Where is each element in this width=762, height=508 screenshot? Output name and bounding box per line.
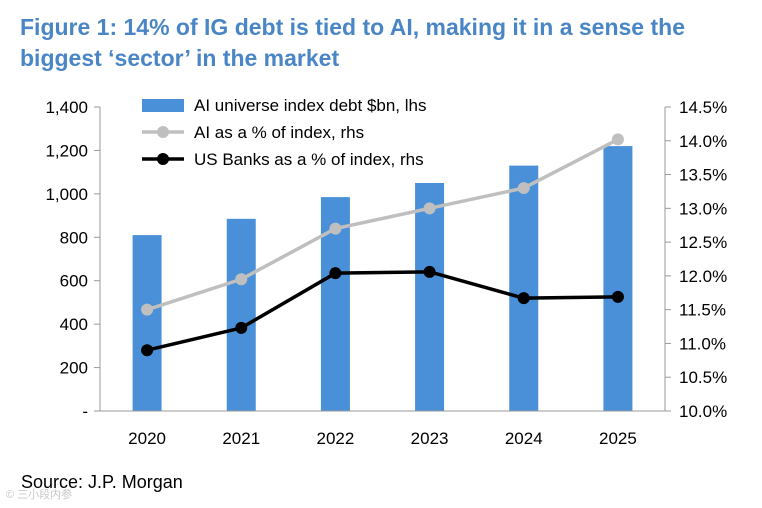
left-axis: - 200 400 600 800 1,000 1,200 1,400	[45, 98, 101, 421]
legend: AI universe index debt $bn, lhs AI as a %…	[142, 96, 426, 169]
legend-swatch-marker	[157, 153, 169, 165]
series-point-1	[611, 133, 624, 146]
right-axis-tick-label: 10.5%	[679, 368, 727, 387]
series-point-2	[611, 290, 624, 303]
series-point-2	[141, 344, 154, 357]
right-axis-tick-label: 11.0%	[679, 334, 726, 353]
bar	[603, 146, 633, 412]
right-axis-tick-label: 14.5%	[679, 98, 727, 117]
series-point-1	[235, 273, 248, 286]
watermark: © 三小段内参	[6, 489, 73, 501]
series-point-2	[235, 321, 248, 334]
x-axis-tick-label: 2020	[128, 429, 166, 448]
series-line-1	[146, 137, 619, 312]
x-axis: 2020 2021 2022 2023 2024 2025	[100, 410, 665, 448]
series-point-2	[329, 267, 342, 280]
x-axis-tick-label: 2025	[599, 429, 637, 448]
series-point-1	[329, 222, 342, 235]
right-axis-tick-label: 12.0%	[679, 267, 727, 286]
x-axis-tick-label: 2021	[222, 429, 260, 448]
left-axis-tick-label: 800	[60, 228, 88, 247]
legend-swatch-marker	[157, 126, 169, 138]
bar	[415, 183, 445, 411]
source-note: Source: J.P. Morgan	[21, 472, 183, 492]
chart-title: Figure 1: 14% of IG debt is tied to AI, …	[20, 14, 685, 71]
right-axis-tick-label: 10.0%	[679, 402, 727, 421]
series-point-2	[423, 265, 436, 278]
left-axis-tick-label: 400	[60, 315, 88, 334]
left-axis-tick-label: 1,000	[45, 185, 88, 204]
legend-label: AI as a % of index, rhs	[194, 123, 364, 142]
right-axis-tick-label: 11.5%	[679, 301, 726, 320]
left-axis-tick-label: 1,200	[45, 141, 88, 160]
right-axis-tick-label: 12.5%	[679, 233, 727, 252]
right-axis-tick-label: 13.5%	[679, 166, 727, 185]
x-axis-tick-label: 2024	[505, 429, 543, 448]
series-point-1	[423, 202, 436, 215]
right-axis-tick-label: 14.0%	[679, 132, 727, 151]
series-point-1	[141, 303, 154, 316]
right-axis: 10.0% 10.5% 11.0% 11.5% 12.0% 12.5% 13.0% 13.5%…	[664, 98, 727, 421]
bar	[509, 165, 539, 411]
left-axis-tick-label: 1,400	[45, 98, 88, 117]
x-axis-tick-label: 2023	[411, 429, 449, 448]
legend-label: US Banks as a % of index, rhs	[194, 150, 424, 169]
x-axis-tick-label: 2022	[317, 429, 355, 448]
bar-series	[132, 146, 633, 412]
series-point-2	[517, 292, 530, 305]
left-axis-tick-label: 200	[60, 359, 88, 378]
series-point-1	[517, 182, 530, 195]
series-line-2	[146, 270, 618, 352]
right-axis-tick-label: 13.0%	[679, 199, 727, 218]
left-axis-tick-label: 600	[60, 272, 88, 291]
legend-label: AI universe index debt $bn, lhs	[194, 96, 426, 115]
left-axis-tick-label: -	[82, 402, 88, 421]
legend-swatch-bar	[142, 99, 184, 112]
bar	[132, 235, 162, 411]
line-series	[141, 133, 624, 357]
bar	[226, 218, 256, 411]
